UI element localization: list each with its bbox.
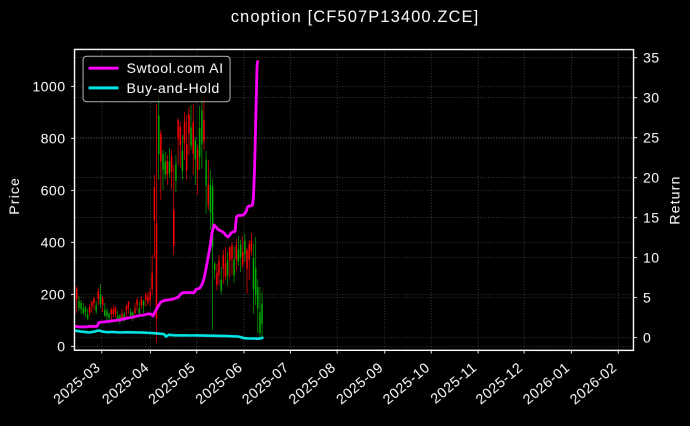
svg-text:35: 35 — [643, 50, 660, 66]
svg-text:Swtool.com AI: Swtool.com AI — [127, 60, 224, 76]
svg-text:15: 15 — [643, 210, 660, 226]
svg-text:1000: 1000 — [32, 78, 65, 94]
svg-text:30: 30 — [643, 90, 660, 106]
svg-text:0: 0 — [643, 330, 651, 346]
svg-text:800: 800 — [41, 130, 66, 146]
svg-text:200: 200 — [41, 286, 66, 302]
svg-text:400: 400 — [41, 234, 66, 250]
svg-text:0: 0 — [57, 338, 65, 354]
svg-text:cnoption [CF507P13400.ZCE]: cnoption [CF507P13400.ZCE] — [231, 8, 480, 26]
svg-text:600: 600 — [41, 182, 66, 198]
svg-text:Return: Return — [667, 176, 683, 225]
svg-text:20: 20 — [643, 170, 660, 186]
svg-text:5: 5 — [643, 290, 651, 306]
svg-text:Price: Price — [7, 177, 23, 215]
svg-text:25: 25 — [643, 130, 660, 146]
svg-text:10: 10 — [643, 250, 660, 266]
svg-text:Buy-and-Hold: Buy-and-Hold — [127, 80, 220, 96]
